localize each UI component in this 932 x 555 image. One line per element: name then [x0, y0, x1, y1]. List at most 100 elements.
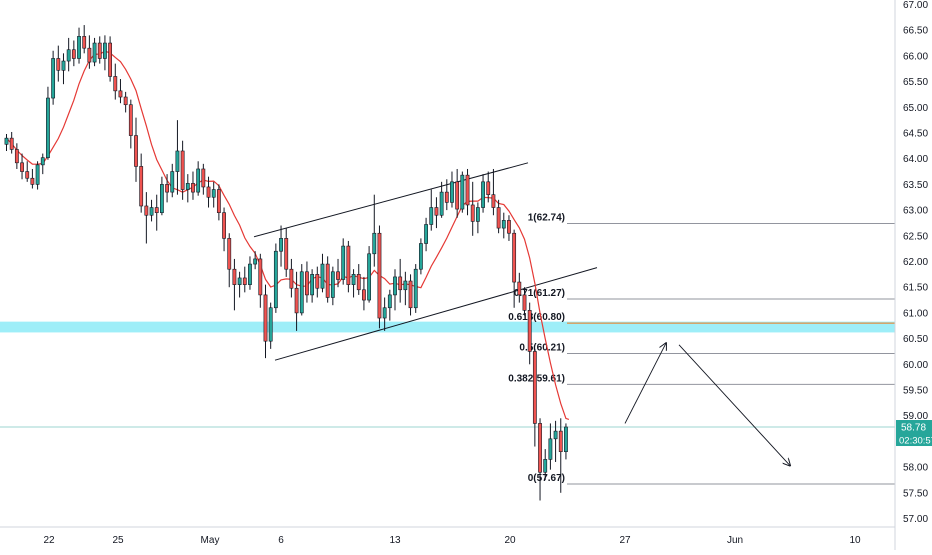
- candle[interactable]: [263, 284, 268, 359]
- candle[interactable]: [165, 174, 169, 203]
- candle[interactable]: [522, 287, 527, 316]
- candle[interactable]: [481, 174, 485, 213]
- candle[interactable]: [538, 418, 542, 501]
- candle[interactable]: [279, 225, 283, 267]
- candle[interactable]: [527, 302, 532, 365]
- candle[interactable]: [532, 348, 537, 447]
- candle[interactable]: [346, 240, 351, 293]
- candle[interactable]: [315, 266, 320, 298]
- candle[interactable]: [496, 199, 501, 234]
- candle[interactable]: [320, 253, 325, 293]
- candle[interactable]: [305, 261, 309, 303]
- candle[interactable]: [61, 53, 66, 85]
- candle[interactable]: [465, 168, 470, 216]
- candle[interactable]: [273, 243, 278, 313]
- candle[interactable]: [356, 264, 361, 295]
- candle[interactable]: [87, 35, 92, 69]
- candle[interactable]: [185, 174, 190, 203]
- candle[interactable]: [310, 269, 315, 303]
- projection-arrow[interactable]: [678, 344, 790, 466]
- candle[interactable]: [35, 161, 40, 190]
- candle[interactable]: [9, 131, 14, 154]
- candle[interactable]: [160, 176, 164, 216]
- candle[interactable]: [377, 225, 382, 329]
- candle[interactable]: [408, 274, 413, 316]
- candle[interactable]: [289, 258, 294, 298]
- candle[interactable]: [4, 134, 9, 151]
- candle[interactable]: [103, 35, 107, 71]
- candle[interactable]: [216, 184, 221, 221]
- candle[interactable]: [191, 171, 195, 200]
- candle[interactable]: [336, 258, 340, 288]
- candle[interactable]: [548, 423, 553, 470]
- candle[interactable]: [470, 181, 475, 236]
- projection-arrows-layer[interactable]: [624, 343, 790, 466]
- candle[interactable]: [46, 86, 50, 160]
- candle[interactable]: [424, 217, 428, 252]
- candle[interactable]: [222, 207, 226, 252]
- candle[interactable]: [51, 50, 56, 105]
- candle[interactable]: [154, 194, 159, 231]
- candle[interactable]: [434, 197, 439, 229]
- candle[interactable]: [180, 140, 185, 200]
- candle[interactable]: [491, 168, 496, 216]
- candle[interactable]: [97, 36, 102, 64]
- projection-arrow[interactable]: [624, 343, 666, 424]
- candle[interactable]: [450, 171, 454, 208]
- candle[interactable]: [564, 423, 568, 460]
- candle[interactable]: [108, 36, 113, 82]
- candle[interactable]: [284, 228, 289, 277]
- candle[interactable]: [330, 266, 335, 306]
- channel-lower-line[interactable]: [274, 267, 598, 361]
- candle[interactable]: [175, 120, 180, 195]
- candle[interactable]: [118, 79, 123, 104]
- candle[interactable]: [512, 229, 517, 308]
- support-zone[interactable]: [0, 321, 895, 333]
- candle[interactable]: [128, 99, 133, 149]
- candle[interactable]: [56, 45, 61, 82]
- candle[interactable]: [403, 271, 408, 306]
- candle[interactable]: [170, 163, 175, 198]
- candle[interactable]: [501, 212, 506, 239]
- candle[interactable]: [237, 271, 242, 298]
- candle[interactable]: [14, 143, 19, 169]
- candle[interactable]: [372, 194, 377, 267]
- candle[interactable]: [149, 199, 154, 222]
- candle[interactable]: [299, 264, 304, 316]
- candle[interactable]: [558, 418, 563, 493]
- candle[interactable]: [144, 192, 149, 244]
- candle[interactable]: [455, 168, 460, 218]
- candle[interactable]: [362, 276, 366, 311]
- candle[interactable]: [413, 264, 418, 313]
- candle[interactable]: [341, 238, 346, 285]
- channel-layer[interactable]: [253, 162, 598, 361]
- candle[interactable]: [123, 91, 128, 113]
- candle[interactable]: [325, 256, 330, 303]
- candle[interactable]: [382, 297, 387, 331]
- candle[interactable]: [30, 168, 35, 189]
- candle[interactable]: [294, 271, 299, 331]
- candle[interactable]: [113, 63, 118, 100]
- candle[interactable]: [242, 266, 247, 293]
- candle[interactable]: [393, 269, 397, 311]
- candle[interactable]: [40, 153, 45, 175]
- candle[interactable]: [77, 27, 81, 64]
- candle[interactable]: [206, 176, 211, 208]
- candle[interactable]: [475, 202, 480, 234]
- candle[interactable]: [201, 163, 206, 195]
- candle[interactable]: [486, 171, 491, 203]
- candle[interactable]: [196, 161, 201, 196]
- candle[interactable]: [398, 258, 403, 303]
- candle[interactable]: [553, 420, 558, 462]
- candle[interactable]: [227, 233, 232, 288]
- candle[interactable]: [517, 272, 522, 303]
- candle[interactable]: [439, 181, 444, 218]
- candle[interactable]: [268, 302, 273, 349]
- candle[interactable]: [134, 117, 138, 182]
- time-axis[interactable]: 22 25 May 6 13 20 27 Jun 10: [43, 535, 861, 546]
- candles-layer[interactable]: [4, 25, 568, 501]
- candle[interactable]: [71, 40, 76, 67]
- candle[interactable]: [258, 253, 263, 308]
